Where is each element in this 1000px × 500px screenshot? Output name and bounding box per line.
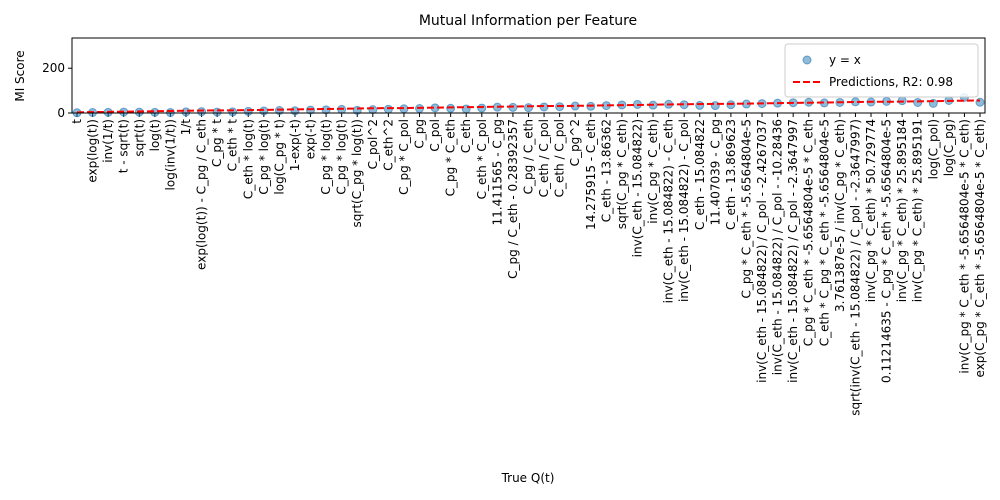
x-tick-label: C_pg * log(t) bbox=[257, 119, 271, 195]
scatter-point bbox=[181, 107, 191, 117]
x-tick-label: t - sqrt(t) bbox=[117, 119, 131, 173]
scatter-point bbox=[228, 107, 238, 117]
scatter-point bbox=[368, 105, 378, 115]
x-tick-label: log(C_pg) bbox=[942, 119, 956, 176]
scatter-point bbox=[913, 97, 923, 107]
x-tick-label: exp(log(t)) bbox=[86, 119, 100, 183]
x-tick-label: inv(C_eth - 15.084822) - C_eth bbox=[662, 119, 676, 303]
x-tick-label: C_eth * log(t) bbox=[241, 119, 255, 199]
x-tick-label: inv(C_pg * C_eth) * 25.895184 bbox=[895, 119, 909, 302]
scatter-point bbox=[477, 103, 487, 113]
x-tick-label: 11.407039 - C_pg bbox=[708, 119, 722, 225]
chart-title: Mutual Information per Feature bbox=[419, 13, 637, 29]
x-tick-label: sqrt(t) bbox=[132, 119, 146, 157]
scatter-point bbox=[150, 107, 160, 117]
scatter-point bbox=[710, 101, 720, 111]
legend: y = x Predictions, R2: 0.98 bbox=[784, 43, 979, 98]
scatter-point bbox=[212, 107, 222, 117]
prediction-line bbox=[76, 99, 981, 114]
x-tick-label: inv(C_pg * C_eth) bbox=[646, 119, 660, 224]
x-tick-label: 3.761387e-5 / inv(C_pg * C_eth) bbox=[833, 119, 847, 312]
x-tick-label: inv(C_eth - 15.084822) / C_pol - -2.3647… bbox=[786, 119, 800, 383]
x-tick-label: C_pg bbox=[413, 119, 427, 149]
x-tick-label: C_pg^2 bbox=[568, 119, 582, 166]
x-tick-label: 1-exp(-t) bbox=[288, 119, 302, 171]
scatter-point bbox=[259, 106, 269, 116]
x-tick-label: sqrt(C_pg * C_eth) bbox=[615, 119, 629, 229]
x-tick-label: sqrt(C_pg * log(t)) bbox=[350, 119, 364, 227]
x-axis-label: True Q(t) bbox=[501, 471, 555, 485]
x-tick-label: inv(C_pg * C_eth) * 25.895191 bbox=[911, 119, 925, 302]
scatter-point bbox=[975, 97, 985, 107]
x-tick-label: C_eth - 13.869623 bbox=[724, 119, 738, 230]
x-tick-label: C_pg * C_eth bbox=[444, 119, 458, 196]
x-tick-label: C_pg * t bbox=[210, 119, 224, 167]
x-tick-label: 11.411565 - C_pg bbox=[490, 119, 504, 225]
y-tick-label: 200 bbox=[42, 61, 65, 75]
x-tick-label: C_eth * t bbox=[226, 119, 240, 172]
x-tick-label: inv(C_eth - 15.084822) bbox=[630, 119, 644, 257]
y-tick-label: 0 bbox=[57, 106, 65, 120]
x-tick-label: inv(C_eth - 15.084822) / C_pol - -2.4267… bbox=[755, 119, 769, 383]
x-tick-label: C_eth / C_pol bbox=[537, 119, 551, 197]
x-tick-label: C_eth - 15.084822 bbox=[693, 119, 707, 230]
x-tick-label: C_eth bbox=[459, 119, 473, 153]
x-tick-label: exp(log(t)) - C_pg / C_eth bbox=[195, 119, 209, 270]
x-tick-label: C_pol^2 bbox=[366, 119, 380, 169]
x-tick-label: C_pol bbox=[428, 119, 442, 152]
x-tick-label: log(C_pol) bbox=[926, 119, 940, 179]
x-tick-label: C_pg * log(t) bbox=[335, 119, 349, 195]
x-tick-label: exp(C_pg * C_eth * -5.6564804e-5 * C_eth… bbox=[973, 119, 987, 377]
x-tick-label: exp(-t) bbox=[304, 119, 318, 159]
x-tick-label: C_pg * C_eth * -5.6564804e-5 bbox=[739, 119, 753, 299]
x-tick-label: C_pg * log(t) bbox=[319, 119, 333, 195]
x-tick-label: C_pg * C_eth * -5.6564804e-5 * C_eth bbox=[802, 119, 816, 346]
x-tick-label: inv(1/t) bbox=[101, 119, 115, 163]
legend-label: Predictions, R2: 0.98 bbox=[829, 75, 953, 89]
x-tick-label: log(C_pg * t) bbox=[272, 119, 286, 195]
x-tick-label: C_eth - 13.86362 bbox=[599, 119, 613, 222]
x-tick-label: 0.11214635 - C_pg * C_eth * -5.6564804e-… bbox=[880, 119, 894, 383]
x-tick-label: C_pg / C_eth bbox=[522, 119, 536, 194]
x-tick-label: inv(C_eth - 15.084822) - C_pol bbox=[677, 119, 691, 302]
scatter-point bbox=[290, 106, 300, 116]
x-tick-label: C_eth * C_pol bbox=[475, 119, 489, 199]
scatter-point bbox=[383, 104, 393, 114]
x-tick-label: inv(C_pg * C_eth) * 50.729774 bbox=[864, 119, 878, 302]
x-tick-label: C_pg * C_pol bbox=[397, 119, 411, 195]
legend-marker bbox=[802, 55, 812, 65]
scatter-point bbox=[524, 103, 533, 113]
x-tick-label: inv(C_eth - 15.084822) / C_pol - -10.284… bbox=[771, 119, 785, 375]
plot-frame bbox=[71, 37, 986, 114]
scatter-point bbox=[197, 107, 207, 117]
x-tick-label: 14.275915 - C_eth bbox=[584, 119, 598, 230]
x-tick-label: log(t) bbox=[148, 119, 162, 151]
x-tick-label: sqrt(inv(C_eth - 15.084822) / C_pol - -2… bbox=[848, 119, 862, 416]
y-axis-label: MI Score bbox=[13, 50, 27, 101]
legend-label: y = x bbox=[829, 53, 861, 67]
scatter-point bbox=[695, 100, 705, 110]
x-tick-label: C_pg / C_eth - 0.28392357 bbox=[506, 119, 520, 279]
x-tick-label: C_eth / C_pol bbox=[553, 119, 567, 197]
legend-box bbox=[784, 43, 979, 98]
x-tick-label: log(inv(1/t)) bbox=[163, 119, 177, 190]
x-tick-label: C_eth * C_pg * C_eth * -5.6564804e-5 bbox=[817, 119, 831, 346]
x-tick-label: t bbox=[70, 119, 84, 124]
x-tick-label: 1/t bbox=[179, 119, 193, 136]
scatter-point bbox=[243, 106, 253, 116]
x-tick-label: inv(C_pg * C_eth * -5.6564804e-5 * C_eth… bbox=[957, 119, 971, 374]
x-tick-label: C_eth^2 bbox=[381, 119, 395, 171]
